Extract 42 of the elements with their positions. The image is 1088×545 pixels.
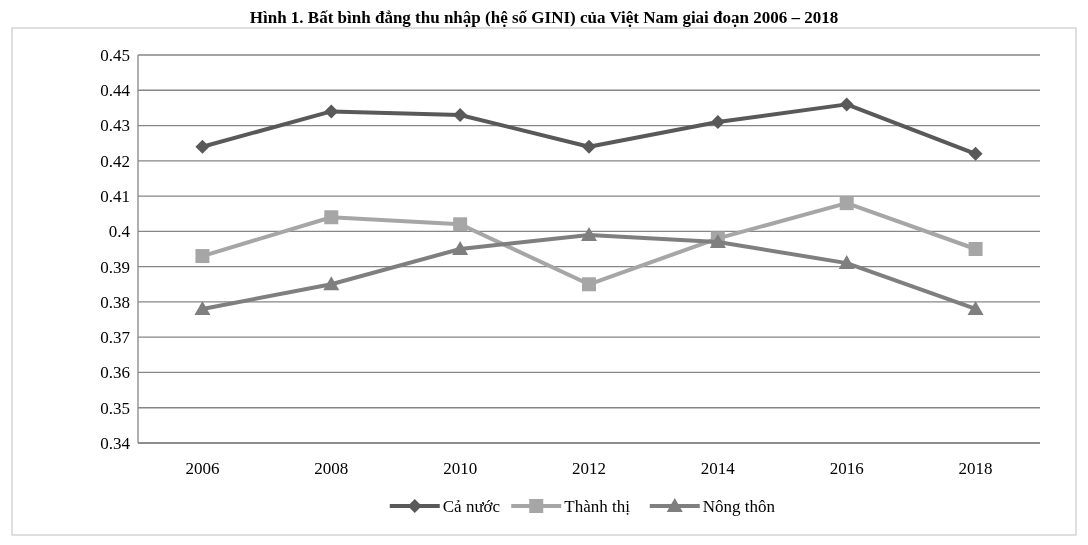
y-tick-label: 0.38 [100, 292, 130, 312]
x-tick-label: 2006 [185, 459, 220, 478]
point [323, 276, 340, 291]
point [452, 241, 469, 255]
y-tick-label: 0.42 [100, 151, 130, 171]
y-tick-label: 0.39 [100, 257, 130, 277]
x-tick-label: 2018 [958, 459, 993, 478]
legend-label: Nông thôn [702, 496, 776, 516]
point [839, 196, 854, 211]
point [195, 249, 210, 264]
point [581, 226, 597, 241]
point [582, 277, 596, 292]
point [453, 107, 468, 122]
x-tick-label: 2012 [572, 459, 606, 478]
y-tick-label: 0.34 [100, 433, 131, 453]
legend-label: Cả nước [442, 496, 501, 516]
point [967, 300, 984, 315]
point [195, 139, 210, 154]
y-tick-label: 0.37 [100, 328, 131, 348]
x-tick-label: 2010 [443, 459, 478, 478]
point [582, 139, 596, 154]
y-tick-label: 0.41 [100, 187, 130, 207]
point [839, 97, 854, 112]
y-tick-label: 0.36 [100, 363, 130, 383]
point [453, 217, 468, 232]
y-tick-label: 0.45 [100, 45, 130, 65]
point [710, 115, 725, 130]
legend-label: Thành thị [564, 496, 631, 516]
x-tick-label: 2016 [829, 459, 864, 478]
chart-title: Hình 1. Bất bình đẳng thu nhập (hệ số GINI) của Việt Nam giai đoạn 2006 – 2018 [249, 8, 839, 27]
x-tick-label: 2014 [700, 459, 736, 478]
point [324, 210, 339, 225]
y-tick-label: 0.43 [100, 116, 130, 136]
point [838, 255, 855, 270]
x-tick-label: 2008 [314, 459, 349, 478]
y-tick-label: 0.44 [100, 81, 131, 101]
y-tick-label: 0.4 [108, 222, 131, 242]
point [968, 146, 983, 161]
y-tick-label: 0.35 [100, 398, 130, 418]
point [324, 104, 339, 119]
point [194, 300, 211, 315]
point [968, 242, 983, 256]
